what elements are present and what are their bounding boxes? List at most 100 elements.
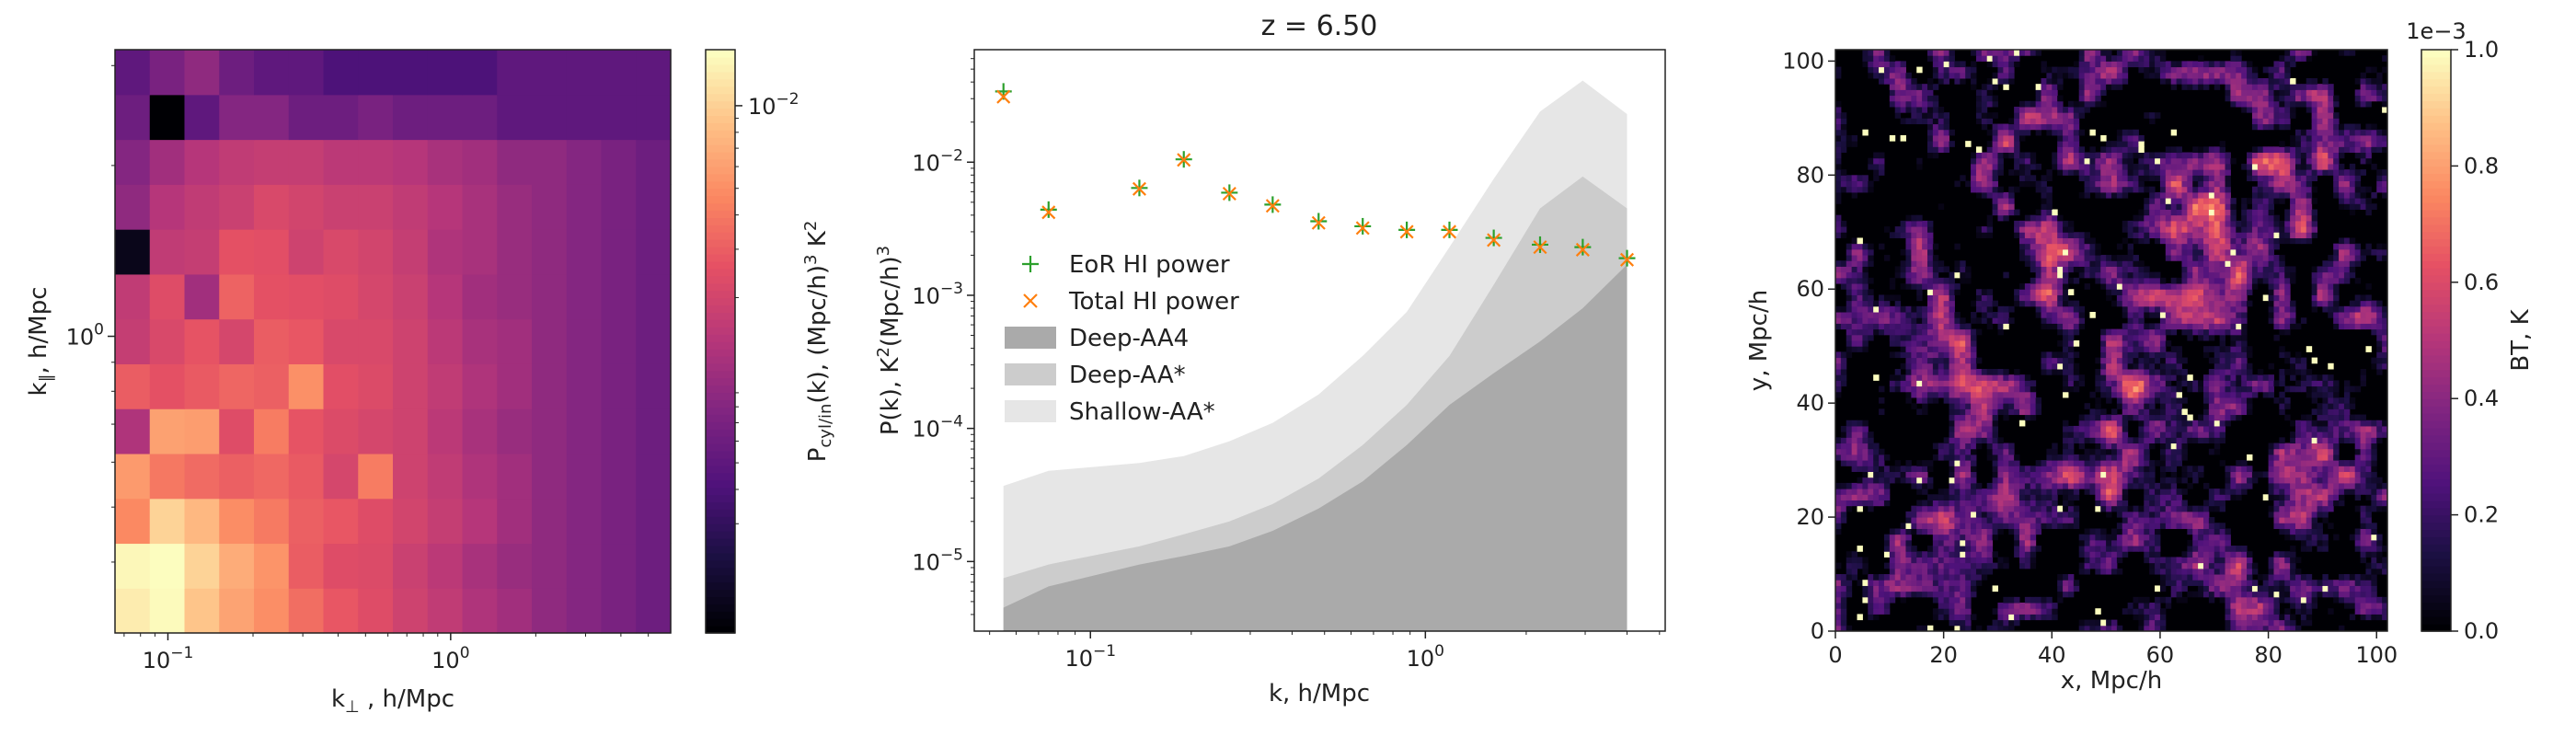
map-pixel — [2024, 557, 2031, 564]
map-pixel — [2106, 420, 2112, 427]
map-pixel — [1965, 505, 1972, 512]
map-pixel — [2290, 585, 2296, 592]
map-pixel — [2322, 477, 2329, 484]
map-pixel — [2084, 539, 2090, 546]
map-pixel — [1954, 539, 1961, 546]
map-pixel — [1905, 511, 1912, 518]
map-pixel — [2290, 625, 2296, 632]
map-pixel — [2279, 403, 2285, 409]
map-pixel — [2311, 528, 2318, 535]
map-pixel — [2382, 557, 2388, 564]
map-pixel — [1981, 374, 1988, 381]
map-pixel — [2106, 539, 2112, 546]
map-pixel — [2133, 300, 2139, 307]
map-pixel — [1835, 305, 1842, 313]
map-pixel — [2063, 420, 2069, 427]
map-pixel — [2181, 471, 2188, 478]
map-pixel — [2165, 312, 2172, 318]
map-pixel — [1889, 380, 1896, 387]
map-pixel — [2262, 260, 2270, 267]
map-pixel — [2187, 260, 2193, 267]
map-pixel — [2208, 408, 2215, 416]
map-pixel — [1916, 323, 1923, 330]
map-pixel — [1905, 340, 1912, 347]
map-pixel — [2122, 546, 2129, 552]
map-pixel — [1840, 368, 1847, 375]
map-pixel — [2111, 546, 2118, 552]
map-pixel — [2159, 517, 2167, 523]
map-pixel — [2328, 305, 2334, 313]
map-pixel — [1954, 511, 1961, 518]
map-pixel — [2203, 374, 2210, 381]
map-pixel — [1992, 391, 1998, 398]
map-pixel — [2198, 255, 2204, 261]
map-pixel — [2122, 277, 2129, 284]
map-pixel — [2198, 425, 2204, 432]
map-pixel — [2041, 226, 2047, 233]
map-pixel — [2247, 580, 2253, 586]
map-pixel — [2133, 266, 2139, 273]
map-pixel — [1922, 397, 1928, 404]
map-pixel — [2159, 305, 2167, 313]
map-pixel — [2214, 283, 2221, 290]
map-pixel — [2371, 562, 2377, 569]
map-pixel — [2360, 557, 2366, 564]
map-pixel — [2322, 534, 2329, 541]
map-pixel — [1975, 420, 1983, 427]
map-pixel — [1889, 232, 1896, 238]
map-pixel — [2203, 523, 2210, 529]
map-pixel — [1932, 328, 1939, 336]
map-pixel — [2365, 471, 2372, 478]
map-pixel — [1971, 534, 1977, 541]
map-pixel — [1868, 460, 1874, 466]
map-pixel — [1943, 266, 1950, 273]
map-pixel — [1889, 580, 1896, 586]
map-pixel — [2111, 277, 2118, 284]
map-pixel — [1879, 454, 1885, 461]
map-pixel — [1835, 625, 1842, 632]
map-pixel — [1879, 305, 1885, 313]
y-axis-label-sub: ∥ — [37, 374, 56, 382]
map-pixel — [1932, 546, 1939, 552]
map-pixel — [2170, 414, 2178, 421]
heatmap-cell — [566, 318, 603, 364]
map-pixel — [2155, 300, 2161, 307]
map-pixel — [2057, 523, 2064, 529]
map-pixel — [1900, 260, 1906, 267]
map-pixel — [1889, 591, 1896, 598]
map-pixel — [1835, 585, 1842, 592]
map-pixel — [2144, 368, 2150, 375]
map-pixel — [1911, 380, 1917, 387]
map-pixel — [2008, 482, 2015, 489]
map-pixel — [2230, 340, 2237, 347]
map-pixel — [1943, 546, 1950, 552]
map-pixel — [2219, 368, 2226, 375]
map-pixel — [2284, 414, 2291, 421]
map-pixel — [1846, 283, 1853, 290]
map-pixel — [2371, 534, 2377, 541]
map-pixel — [1911, 368, 1917, 375]
map-pixel — [2035, 500, 2042, 507]
map-pixel — [1922, 517, 1928, 523]
map-pixel — [2343, 471, 2351, 478]
map-pixel — [1922, 305, 1928, 313]
map-pixel — [2046, 323, 2053, 330]
map-pixel — [2165, 420, 2172, 427]
map-pixel — [2100, 374, 2107, 381]
map-pixel — [2138, 608, 2145, 615]
map-pixel — [2024, 596, 2031, 604]
map-pixel — [1879, 312, 1885, 318]
map-pixel — [2268, 608, 2274, 615]
map-pixel — [1960, 619, 1966, 627]
map-pixel — [2230, 271, 2237, 279]
map-pixel — [2219, 523, 2226, 529]
map-pixel — [1932, 523, 1939, 529]
map-pixel — [1992, 500, 1998, 507]
map-pixel — [2354, 471, 2362, 478]
map-pixel — [2073, 248, 2080, 256]
map-pixel — [2100, 505, 2107, 512]
map-pixel — [2133, 482, 2139, 489]
total-point — [1311, 215, 1326, 230]
map-pixel — [1960, 625, 1966, 632]
map-pixel — [2208, 528, 2215, 535]
